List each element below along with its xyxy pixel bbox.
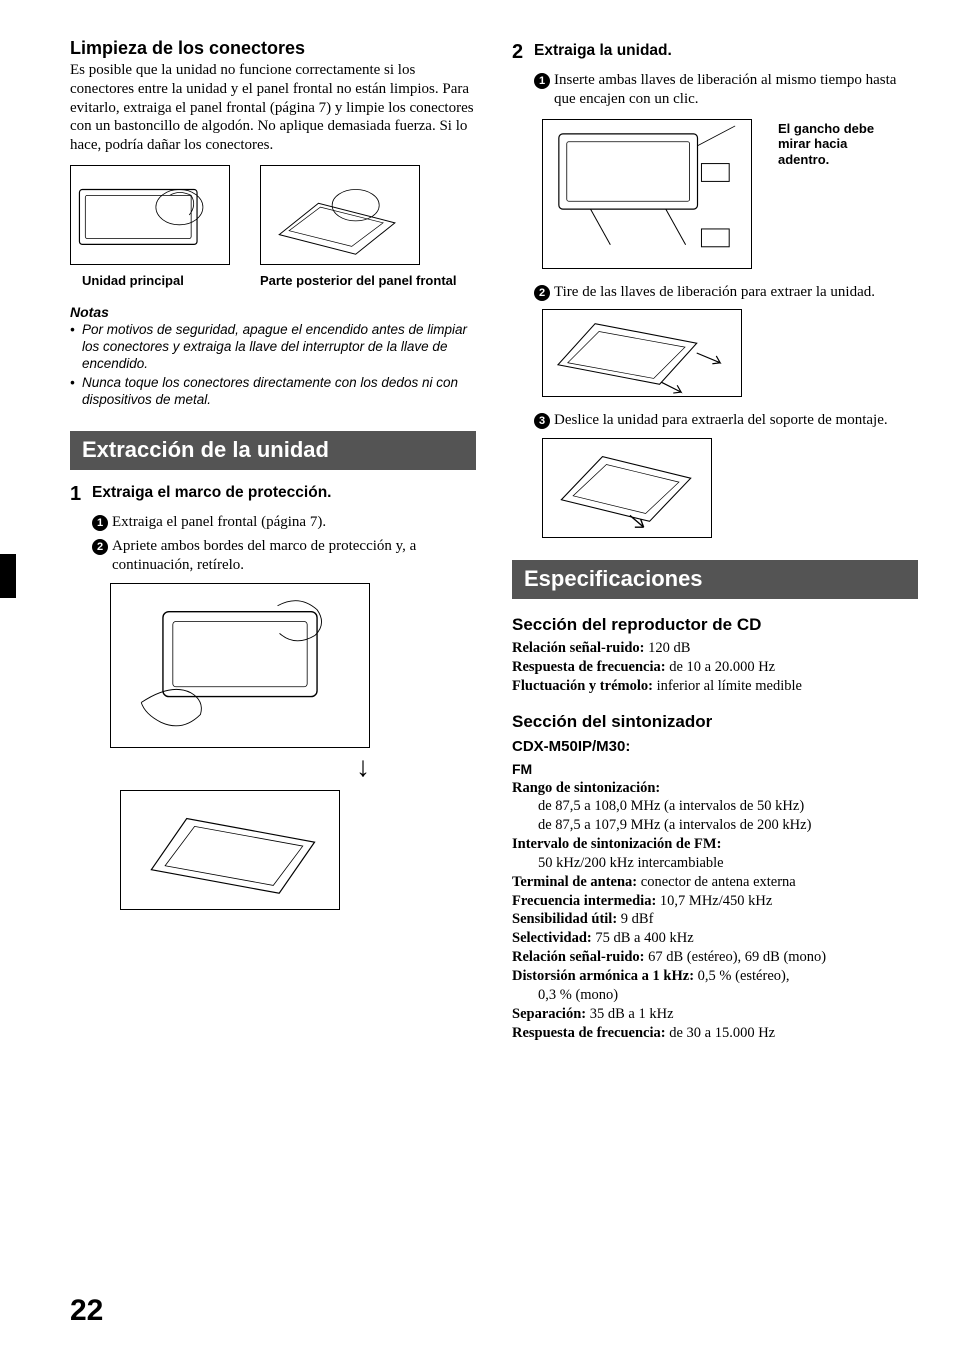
badge-1b-icon: 1 bbox=[534, 73, 550, 89]
figure-pull-keys bbox=[542, 309, 742, 397]
fm-dist2: 0,3 % (mono) bbox=[512, 986, 918, 1005]
specs-section-bar-wrap: Especificaciones bbox=[512, 560, 918, 599]
tuner-section-heading: Sección del sintonizador bbox=[512, 712, 918, 732]
hook-side-note: El gancho debe mirar hacia adentro. bbox=[778, 121, 898, 168]
figure-remove-frame-2 bbox=[120, 790, 340, 910]
step-1-sub-1-text: Extraiga el panel frontal (página 7). bbox=[112, 513, 326, 532]
badge-1-icon: 1 bbox=[92, 515, 108, 531]
fm-step-val: 50 kHz/200 kHz intercambiable bbox=[512, 854, 918, 873]
note-item-2: Nunca toque los conectores directamente … bbox=[70, 375, 476, 409]
figure-main-unit-image bbox=[70, 165, 230, 265]
page-edge-tab bbox=[0, 554, 16, 598]
step-2-title: Extraiga la unidad. bbox=[534, 42, 672, 61]
figure-rear-panel: Parte posterior del panel frontal bbox=[260, 165, 457, 289]
cd-section-heading: Sección del reproductor de CD bbox=[512, 615, 918, 635]
fm-range-val1: de 87,5 a 108,0 MHz (a intervalos de 50 … bbox=[512, 797, 918, 816]
step-1-sub-2: 2 Apriete ambos bordes del marco de prot… bbox=[92, 537, 476, 575]
specs-section-bar: Especificaciones bbox=[512, 560, 918, 599]
figure-insert-keys-wrap: El gancho debe mirar hacia adentro. bbox=[542, 119, 918, 269]
fm-dist: Distorsión armónica a 1 kHz: 0,5 % (esté… bbox=[512, 967, 918, 986]
badge-2-icon: 2 bbox=[92, 539, 108, 555]
figure-main-unit-caption: Unidad principal bbox=[82, 273, 184, 289]
page-number: 22 bbox=[70, 1294, 103, 1328]
fm-sep: Separación: 35 dB a 1 kHz bbox=[512, 1005, 918, 1024]
two-column-layout: Limpieza de los conectores Es posible qu… bbox=[70, 38, 894, 1042]
step-2-sub-2-text: Tire de las llaves de liberación para ex… bbox=[554, 283, 875, 302]
fm-if: Frecuencia intermedia: 10,7 MHz/450 kHz bbox=[512, 892, 918, 911]
step-1: 1 Extraiga el marco de protección. bbox=[70, 484, 476, 505]
step-1-title: Extraiga el marco de protección. bbox=[92, 484, 331, 503]
badge-3-icon: 3 bbox=[534, 413, 550, 429]
step-1-number: 1 bbox=[70, 484, 92, 505]
removal-section-bar-wrap: Extracción de la unidad bbox=[70, 431, 476, 470]
cd-wow: Fluctuación y trémolo: inferior al límit… bbox=[512, 677, 918, 696]
step-2: 2 Extraiga la unidad. bbox=[512, 42, 918, 63]
fm-sens: Sensibilidad útil: 9 dBf bbox=[512, 910, 918, 929]
arrow-down-icon: ↓ bbox=[250, 752, 476, 784]
step-2-sub-3-text: Deslice la unidad para extraerla del sop… bbox=[554, 411, 888, 430]
fm-range-val2: de 87,5 a 107,9 MHz (a intervalos de 200… bbox=[512, 816, 918, 835]
figure-remove-frame-1 bbox=[110, 583, 370, 748]
removal-section-bar: Extracción de la unidad bbox=[70, 431, 476, 470]
fm-range-label: Rango de sintonización: bbox=[512, 779, 918, 798]
cleaning-heading: Limpieza de los conectores bbox=[70, 38, 476, 59]
fm-band-label: FM bbox=[512, 761, 918, 777]
step-2-sub-1-text: Inserte ambas llaves de liberación al mi… bbox=[554, 71, 918, 109]
step-2-sub-1: 1 Inserte ambas llaves de liberación al … bbox=[534, 71, 918, 109]
notes-heading: Notas bbox=[70, 304, 476, 320]
fm-step-label: Intervalo de sintonización de FM: bbox=[512, 835, 918, 854]
notes-list: Por motivos de seguridad, apague el ence… bbox=[70, 322, 476, 408]
left-column: Limpieza de los conectores Es posible qu… bbox=[70, 38, 476, 1042]
note-item-1: Por motivos de seguridad, apague el ence… bbox=[70, 322, 476, 373]
cd-freq: Respuesta de frecuencia: de 10 a 20.000 … bbox=[512, 658, 918, 677]
fm-snr: Relación señal-ruido: 67 dB (estéreo), 6… bbox=[512, 948, 918, 967]
step-2-sub-2: 2 Tire de las llaves de liberación para … bbox=[534, 283, 918, 302]
fm-ant: Terminal de antena: conector de antena e… bbox=[512, 873, 918, 892]
step-2-number: 2 bbox=[512, 42, 534, 63]
step-1-sub-1: 1 Extraiga el panel frontal (página 7). bbox=[92, 513, 476, 532]
step-2-sub-3: 3 Deslice la unidad para extraerla del s… bbox=[534, 411, 918, 430]
step-1-sub-2-text: Apriete ambos bordes del marco de protec… bbox=[112, 537, 476, 575]
figure-rear-panel-image bbox=[260, 165, 420, 265]
figure-rear-panel-caption: Parte posterior del panel frontal bbox=[260, 273, 457, 289]
figure-slide-out bbox=[542, 438, 712, 538]
figure-main-unit: Unidad principal bbox=[70, 165, 230, 289]
right-column: 2 Extraiga la unidad. 1 Inserte ambas ll… bbox=[512, 38, 918, 1042]
cleaning-figures-row: Unidad principal Parte posterior del pan… bbox=[70, 165, 476, 289]
fm-freq: Respuesta de frecuencia: de 30 a 15.000 … bbox=[512, 1024, 918, 1043]
fm-sel: Selectividad: 75 dB a 400 kHz bbox=[512, 929, 918, 948]
badge-2b-icon: 2 bbox=[534, 285, 550, 301]
model-label: CDX-M50IP/M30: bbox=[512, 738, 918, 755]
figure-insert-keys bbox=[542, 119, 752, 269]
cd-snr: Relación señal-ruido: 120 dB bbox=[512, 639, 918, 658]
cleaning-body: Es posible que la unidad no funcione cor… bbox=[70, 61, 476, 155]
